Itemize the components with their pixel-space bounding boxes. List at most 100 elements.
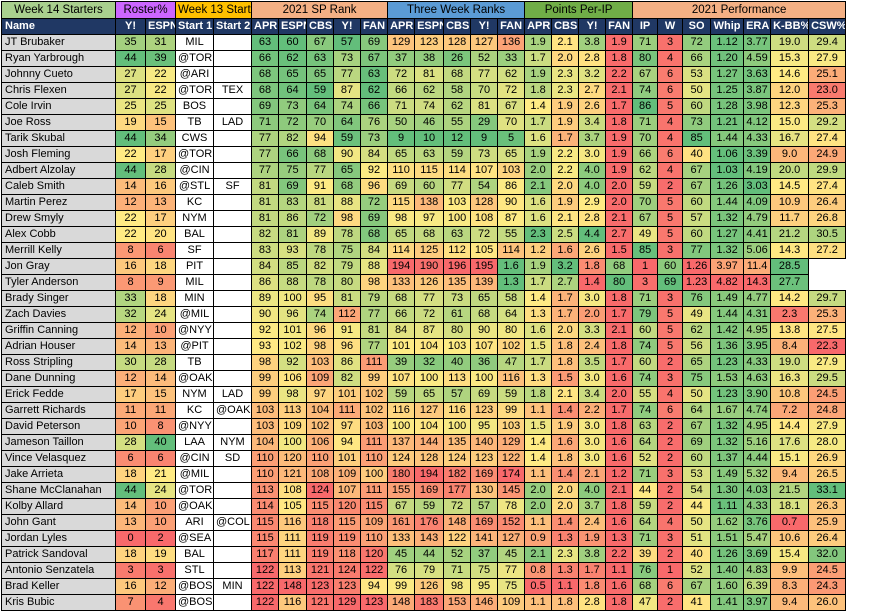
table-cell: 15.4: [770, 546, 810, 563]
table-cell: 65: [387, 146, 416, 163]
table-cell: BAL: [175, 546, 215, 563]
table-cell: 90: [470, 322, 499, 339]
table-cell: 64: [333, 114, 362, 131]
table-cell: 27.2: [808, 242, 847, 259]
table-row: Dane Dunning 12 14 @OAK 99 106 109 82 99 107 100 11…: [1, 370, 847, 387]
table-cell: 119: [306, 530, 335, 547]
table-cell: 58: [497, 290, 526, 307]
table-cell: 14.6: [770, 66, 810, 83]
table-cell: 4: [657, 130, 684, 147]
table-cell: 1.1: [551, 578, 580, 595]
table-cell: [213, 338, 253, 355]
table-cell: 114: [497, 242, 526, 259]
table-cell: 54: [470, 178, 499, 195]
table-cell: SF: [175, 242, 215, 259]
table-cell: 60: [278, 34, 308, 51]
table-cell: 1.41: [710, 594, 745, 611]
table-cell: 119: [306, 546, 335, 563]
table-cell: 2.8: [578, 210, 607, 227]
table-cell: 111: [278, 530, 308, 547]
table-cell: 14.5: [770, 178, 810, 195]
table-cell: 71: [632, 114, 659, 131]
table-cell: 1.3: [551, 530, 580, 547]
table-cell: 50: [682, 514, 712, 531]
table-cell: 12.0: [770, 82, 810, 99]
table-cell: [213, 306, 253, 323]
table-cell: 72: [470, 226, 499, 243]
table-cell: 129: [333, 594, 362, 611]
table-cell: 11.7: [770, 210, 810, 227]
table-cell: 104: [251, 434, 280, 451]
table-cell: 71: [632, 466, 659, 483]
table-cell: 32: [414, 354, 445, 371]
table-cell: 44: [115, 130, 146, 147]
table-cell: 57: [470, 498, 499, 515]
table-cell: 1.23: [710, 354, 745, 371]
table-cell: 1.6: [605, 434, 634, 451]
table-cell: 6: [144, 450, 177, 467]
table-cell: 96: [306, 322, 335, 339]
table-cell: 32: [115, 306, 146, 323]
table-cell: 74: [414, 98, 445, 115]
table-cell: 74: [632, 370, 659, 387]
table-cell: 31: [144, 34, 177, 51]
table-cell: 71: [632, 34, 659, 51]
table-cell: 64: [682, 402, 712, 419]
table-cell: 116: [278, 514, 308, 531]
column-header: FAN: [605, 18, 634, 35]
table-cell: 60: [682, 450, 712, 467]
table-cell: 1.3: [524, 306, 553, 323]
table-cell: 146: [470, 594, 499, 611]
table-cell: 53: [682, 66, 712, 83]
table-cell: 62: [682, 322, 712, 339]
table-cell: 128: [443, 34, 472, 51]
table-cell: 63: [360, 66, 389, 83]
column-header: W: [657, 18, 684, 35]
table-cell: 68: [470, 306, 499, 323]
table-cell: @BOS: [175, 578, 215, 595]
table-cell: 100: [443, 210, 472, 227]
table-cell: 122: [443, 530, 472, 547]
table-cell: 44: [115, 482, 146, 499]
table-cell: TB: [175, 114, 215, 131]
table-cell: 3.63: [743, 66, 772, 83]
table-cell: 69: [387, 178, 416, 195]
table-cell: 68: [251, 66, 280, 83]
table-cell: [213, 290, 253, 307]
group-header: Week 14 Starters: [1, 1, 116, 19]
table-cell: 9.0: [770, 146, 810, 163]
table-cell: 3: [657, 530, 684, 547]
table-row: JT Brubaker 35 31 MIL 63 60 67 57 69 129 123 128 127…: [1, 34, 847, 51]
table-cell: 139: [470, 274, 499, 291]
table-cell: 90: [251, 306, 280, 323]
table-cell: CWS: [175, 130, 215, 147]
column-header: APR: [387, 18, 416, 35]
player-name: Tarik Skubal: [1, 130, 116, 147]
table-cell: 83: [251, 242, 280, 259]
table-cell: 64: [278, 82, 308, 99]
table-cell: 1.6: [524, 194, 553, 211]
table-cell: 38: [414, 50, 445, 67]
table-cell: 2.1: [605, 82, 634, 99]
table-cell: 1.9: [578, 530, 607, 547]
table-cell: 2.9: [578, 194, 607, 211]
table-cell: 116: [278, 594, 308, 611]
table-cell: 62: [632, 162, 659, 179]
table-cell: 1.26: [710, 178, 745, 195]
table-cell: 12: [115, 370, 146, 387]
player-name: Alex Cobb: [1, 226, 116, 243]
table-cell: 5: [657, 194, 684, 211]
table-cell: 40: [682, 546, 712, 563]
table-cell: 27.9: [808, 50, 847, 67]
table-cell: [213, 466, 253, 483]
table-cell: 152: [497, 514, 526, 531]
table-cell: 107: [333, 482, 362, 499]
table-cell: MIN: [213, 578, 253, 595]
table-cell: PIT: [175, 258, 215, 275]
table-cell: 79: [360, 290, 389, 307]
table-cell: MIN: [175, 290, 215, 307]
table-row: Jon Gray 16 18 PIT 84 85 82 79 88 194 190 196 195 1.6…: [1, 258, 846, 275]
table-cell: 128: [414, 450, 445, 467]
player-name: Kolby Allard: [1, 498, 116, 515]
table-cell: 109: [333, 466, 362, 483]
